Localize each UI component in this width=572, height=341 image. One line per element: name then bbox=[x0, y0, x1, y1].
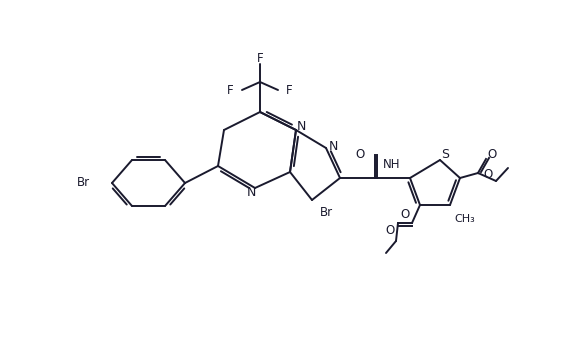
Text: N: N bbox=[328, 139, 337, 152]
Text: Br: Br bbox=[320, 206, 333, 219]
Text: O: O bbox=[487, 148, 496, 162]
Text: N: N bbox=[296, 119, 305, 133]
Text: CH₃: CH₃ bbox=[454, 214, 475, 224]
Text: F: F bbox=[228, 84, 234, 97]
Text: O: O bbox=[400, 208, 410, 222]
Text: O: O bbox=[386, 224, 395, 237]
Text: F: F bbox=[257, 51, 263, 64]
Text: F: F bbox=[286, 84, 293, 97]
Text: NH: NH bbox=[383, 158, 401, 170]
Text: S: S bbox=[441, 148, 449, 162]
Text: N: N bbox=[247, 187, 256, 199]
Text: O: O bbox=[356, 148, 365, 162]
Text: Br: Br bbox=[77, 177, 90, 190]
Text: O: O bbox=[483, 168, 492, 181]
